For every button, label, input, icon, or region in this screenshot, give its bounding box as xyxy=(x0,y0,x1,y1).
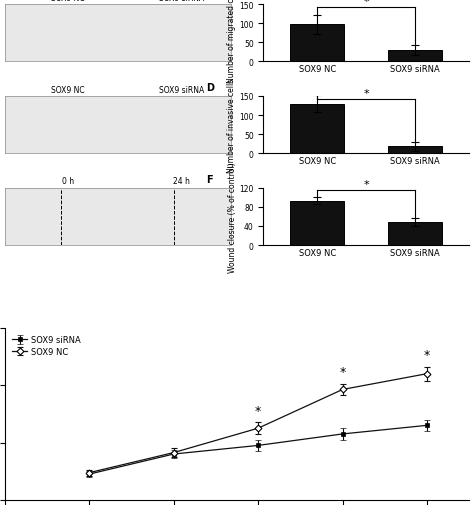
Y-axis label: Wound closure (% of control): Wound closure (% of control) xyxy=(228,162,237,272)
Text: SOX9 NC: SOX9 NC xyxy=(51,85,85,94)
Text: 0 h: 0 h xyxy=(62,177,74,186)
Text: *: * xyxy=(364,180,369,190)
Text: SOX9 siRNA: SOX9 siRNA xyxy=(159,0,204,3)
Text: SOX9 NC: SOX9 NC xyxy=(51,0,85,3)
Text: *: * xyxy=(339,365,346,378)
Bar xyxy=(388,223,442,245)
Text: *: * xyxy=(364,0,369,7)
Y-axis label: Number of invasive cells: Number of invasive cells xyxy=(228,78,237,172)
Legend: SOX9 siRNA, SOX9 NC: SOX9 siRNA, SOX9 NC xyxy=(9,332,84,360)
Bar xyxy=(291,25,344,62)
Text: 24 h: 24 h xyxy=(173,177,190,186)
Bar xyxy=(291,201,344,245)
Text: SOX9 siRNA: SOX9 siRNA xyxy=(159,85,204,94)
Text: *: * xyxy=(364,88,369,98)
Bar xyxy=(291,105,344,154)
Bar xyxy=(388,147,442,154)
Y-axis label: Number of migrated cells: Number of migrated cells xyxy=(228,0,237,82)
Text: D: D xyxy=(206,83,214,93)
Text: *: * xyxy=(255,404,261,417)
Text: F: F xyxy=(206,175,212,185)
Bar xyxy=(388,51,442,62)
Text: B: B xyxy=(206,0,213,2)
Text: *: * xyxy=(424,348,430,361)
